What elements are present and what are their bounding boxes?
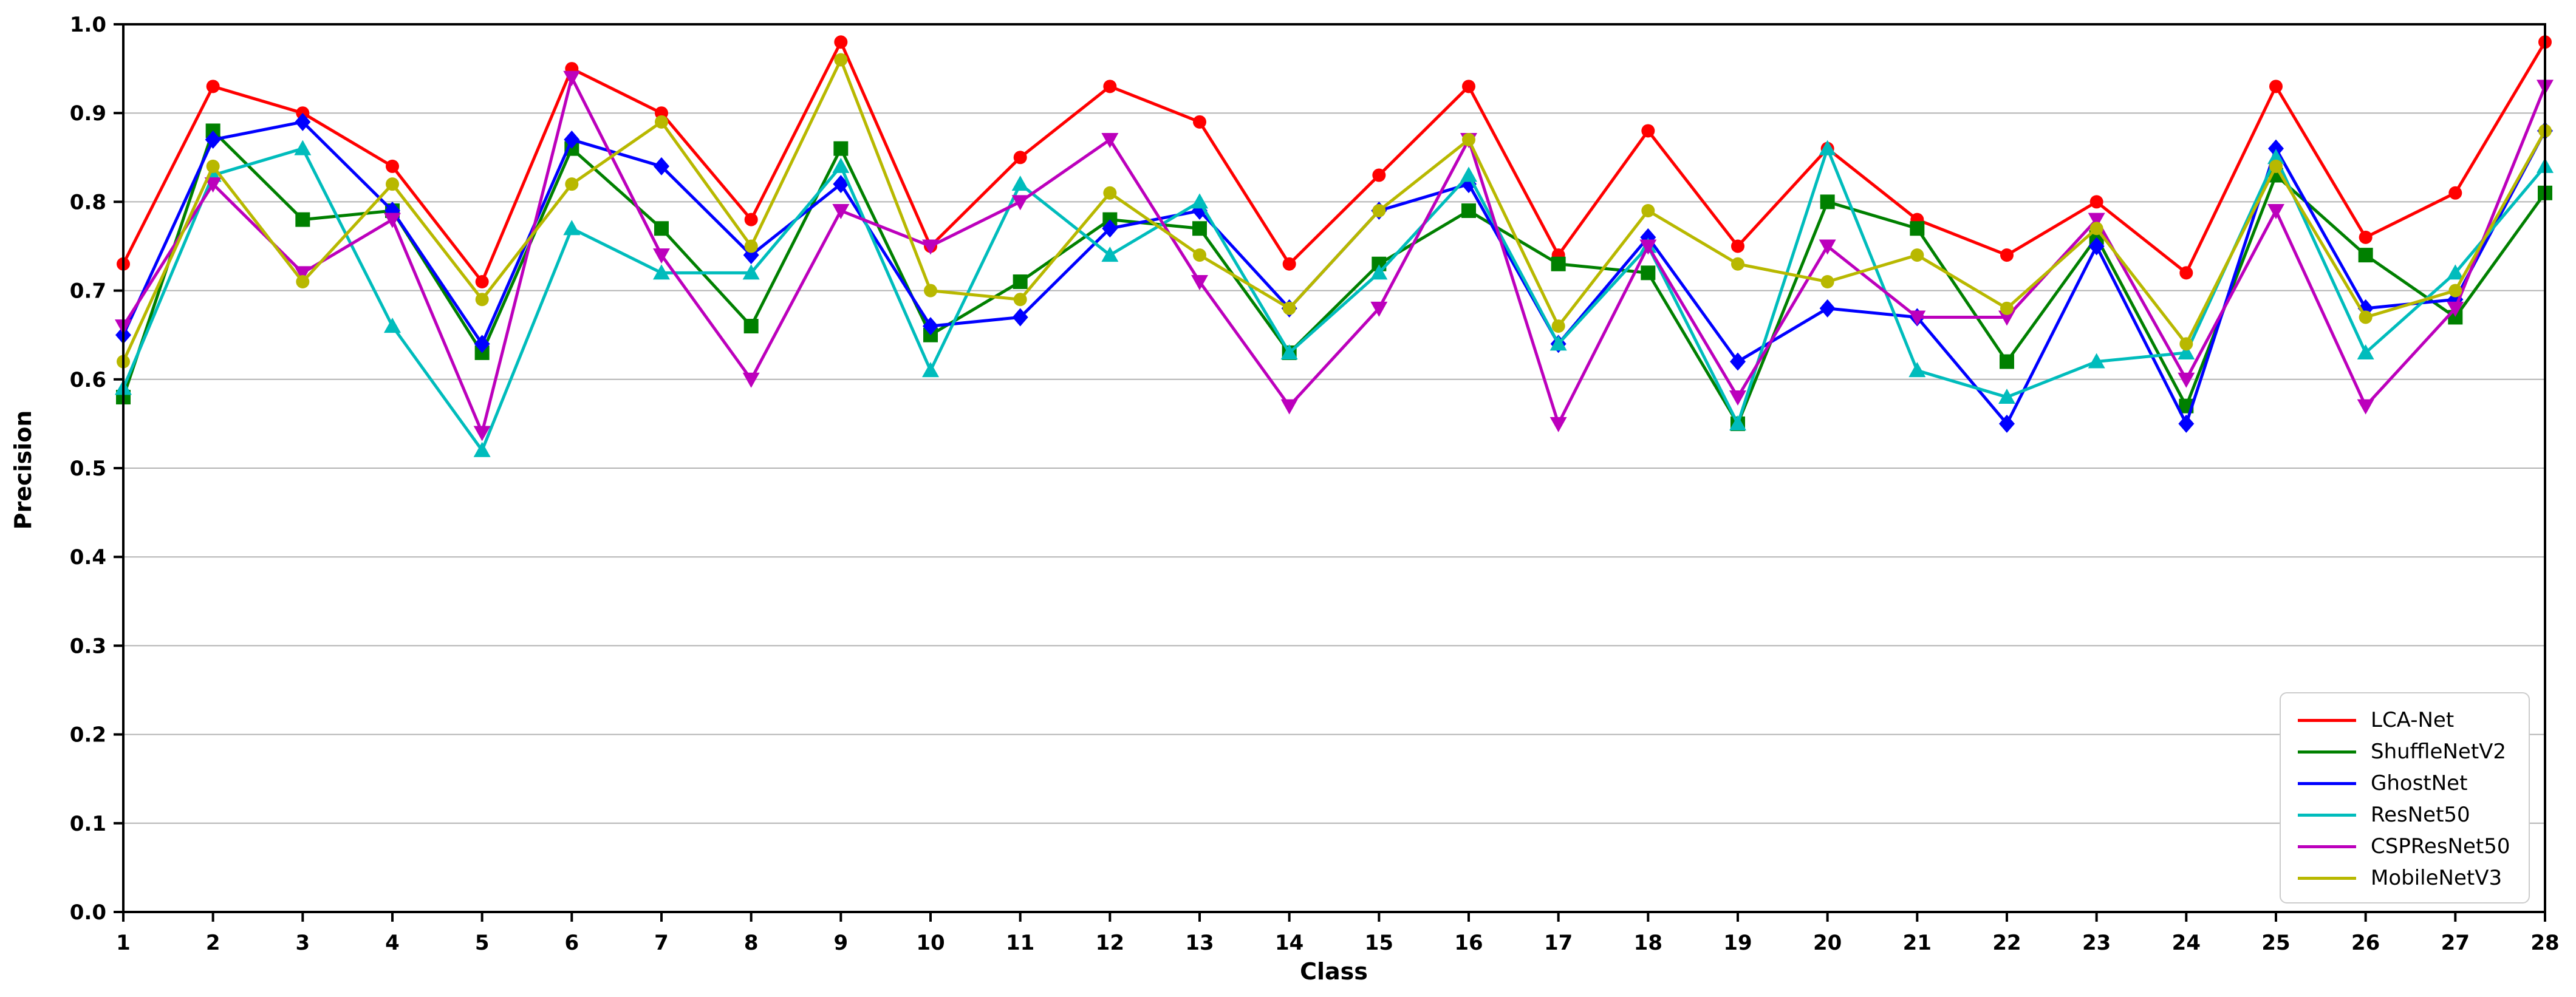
legend-label: ShuffleNetV2 (2371, 740, 2507, 764)
x-tick-label: 3 (295, 931, 310, 955)
x-tick-label: 12 (1096, 931, 1124, 955)
legend-label: LCA-Net (2371, 708, 2455, 732)
x-tick-label: 1 (116, 931, 131, 955)
x-tick-label: 23 (2082, 931, 2111, 955)
legend-item-shufflenetv2: ShuffleNetV2 (2298, 736, 2529, 767)
legend-item-resnet50: ResNet50 (2298, 799, 2529, 831)
x-tick-label: 14 (1275, 931, 1303, 955)
series-line-mobilenetv3 (121, 58, 2547, 362)
x-tick-label: 25 (2261, 931, 2290, 955)
x-tick-label: 2 (206, 931, 220, 955)
x-tick-label: 8 (744, 931, 759, 955)
x-tick-label: 16 (1454, 931, 1483, 955)
x-tick-label: 13 (1185, 931, 1214, 955)
legend-swatch (2298, 845, 2356, 848)
x-tick-label: 20 (1813, 931, 1842, 955)
x-tick-label: 5 (475, 931, 490, 955)
legend-item-cspresnet50: CSPResNet50 (2298, 831, 2529, 862)
y-tick-label: 1.0 (70, 13, 106, 37)
y-tick-label: 0.9 (70, 101, 106, 126)
legend-item-ghostnet: GhostNet (2298, 767, 2529, 799)
x-tick-label: 24 (2172, 931, 2201, 955)
legend-swatch (2298, 813, 2356, 817)
y-tick-label: 0.2 (70, 723, 106, 747)
y-tick-label: 0.5 (70, 457, 106, 481)
y-tick-label: 0.1 (70, 812, 106, 836)
x-tick-label: 21 (1903, 931, 1932, 955)
series-line-lca-net (121, 40, 2547, 284)
x-tick-label: 9 (833, 931, 848, 955)
legend-item-mobilenetv3: MobileNetV3 (2298, 862, 2529, 894)
legend-swatch (2298, 781, 2356, 785)
x-tick-label: 11 (1006, 931, 1034, 955)
legend-item-lca-net: LCA-Net (2298, 704, 2529, 736)
x-tick-label: 17 (1544, 931, 1573, 955)
legend-label: ResNet50 (2371, 803, 2470, 827)
series-line-resnet50 (121, 147, 2546, 452)
series-line-cspresnet50 (121, 76, 2547, 435)
legend-label: CSPResNet50 (2371, 834, 2510, 859)
legend-label: GhostNet (2371, 771, 2468, 795)
x-axis-label: Class (1300, 958, 1368, 985)
y-tick-label: 0.6 (70, 368, 106, 392)
y-tick-label: 0.3 (70, 634, 106, 658)
y-tick-label: 0.7 (70, 279, 106, 304)
y-tick-label: 0.4 (70, 545, 106, 570)
x-tick-label: 18 (1634, 931, 1662, 955)
legend: LCA-Net ShuffleNetV2 GhostNet ResNet50 CSPRe… (2280, 692, 2530, 903)
x-tick-label: 6 (564, 931, 579, 955)
legend-swatch (2298, 750, 2356, 754)
x-tick-label: 10 (916, 931, 945, 955)
x-tick-label: 15 (1365, 931, 1393, 955)
legend-swatch (2298, 876, 2356, 880)
x-tick-label: 19 (1723, 931, 1752, 955)
x-tick-label: 28 (2530, 931, 2559, 955)
y-tick-label: 0.0 (70, 900, 106, 925)
x-tick-label: 26 (2351, 931, 2380, 955)
y-axis-label: Precision (10, 410, 36, 530)
x-tick-label: 27 (2441, 931, 2470, 955)
legend-swatch (2298, 718, 2356, 722)
x-tick-label: 4 (385, 931, 400, 955)
legend-label: MobileNetV3 (2371, 866, 2503, 890)
y-tick-label: 0.8 (70, 190, 106, 214)
x-tick-label: 7 (654, 931, 669, 955)
x-tick-label: 22 (1992, 931, 2021, 955)
